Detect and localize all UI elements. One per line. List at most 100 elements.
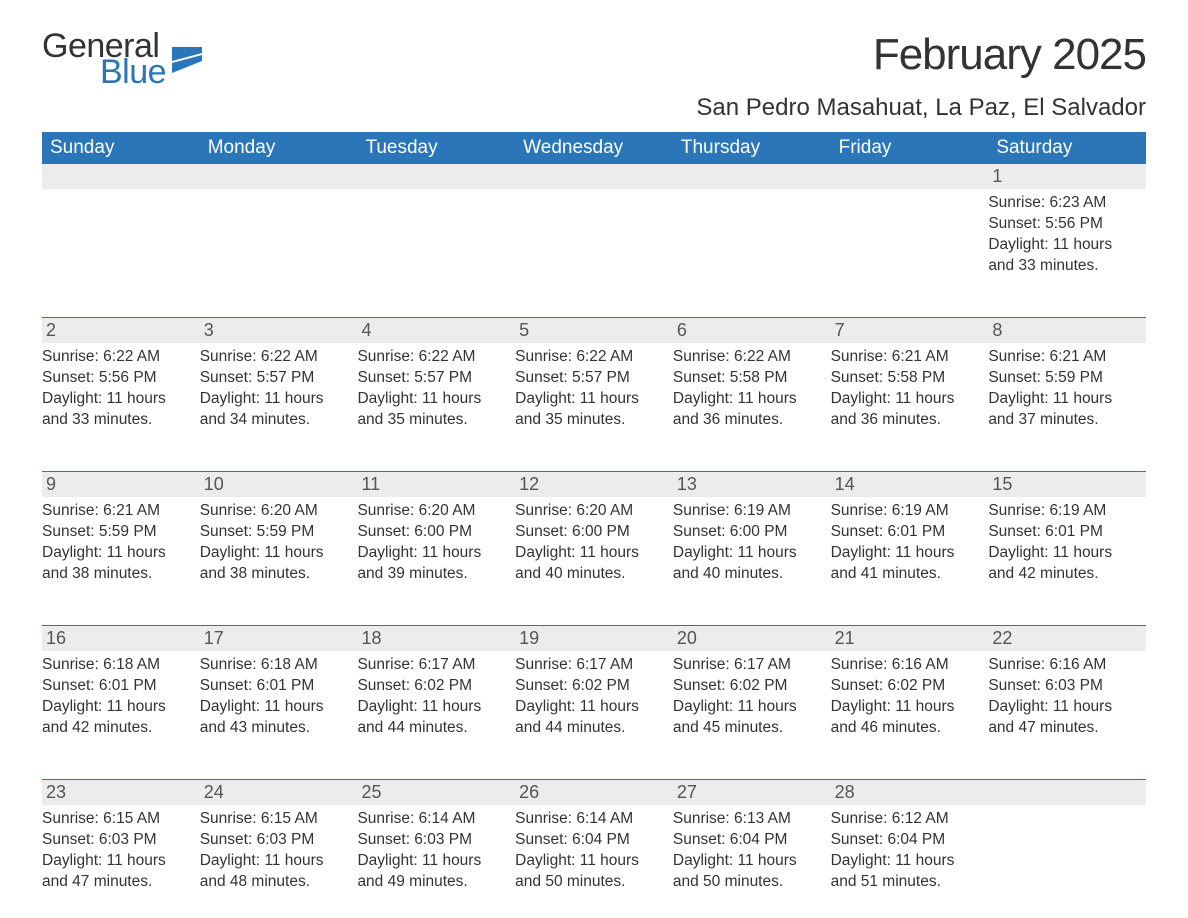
- day-sunrise: Sunrise: 6:22 AM: [357, 347, 511, 368]
- day-cell: Sunrise: 6:20 AMSunset: 5:59 PMDaylight:…: [200, 497, 358, 597]
- day-daylight2: and 50 minutes.: [673, 872, 827, 893]
- day-number: 21: [831, 626, 989, 651]
- day-cell: Sunrise: 6:21 AMSunset: 5:59 PMDaylight:…: [988, 343, 1146, 443]
- day-cell: Sunrise: 6:12 AMSunset: 6:04 PMDaylight:…: [831, 805, 989, 905]
- day-cell: Sunrise: 6:17 AMSunset: 6:02 PMDaylight:…: [515, 651, 673, 751]
- logo-text: General Blue: [42, 30, 166, 89]
- day-sunrise: Sunrise: 6:21 AM: [831, 347, 985, 368]
- day-number: 28: [831, 780, 989, 805]
- day-body: Sunrise: 6:15 AMSunset: 6:03 PMDaylight:…: [42, 805, 200, 893]
- day-number: 22: [988, 626, 1146, 651]
- day-sunset: Sunset: 6:03 PM: [200, 830, 354, 851]
- day-sunrise: Sunrise: 6:18 AM: [42, 655, 196, 676]
- day-sunrise: Sunrise: 6:16 AM: [988, 655, 1142, 676]
- day-sunset: Sunset: 6:02 PM: [515, 676, 669, 697]
- day-daylight1: Daylight: 11 hours: [988, 697, 1142, 718]
- day-body: [357, 189, 515, 193]
- day-body: Sunrise: 6:15 AMSunset: 6:03 PMDaylight:…: [200, 805, 358, 893]
- day-body: Sunrise: 6:21 AMSunset: 5:58 PMDaylight:…: [831, 343, 989, 431]
- day-sunset: Sunset: 6:01 PM: [988, 522, 1142, 543]
- day-daylight1: Daylight: 11 hours: [515, 697, 669, 718]
- day-cell: Sunrise: 6:17 AMSunset: 6:02 PMDaylight:…: [673, 651, 831, 751]
- day-sunset: Sunset: 6:04 PM: [673, 830, 827, 851]
- day-sunrise: Sunrise: 6:16 AM: [831, 655, 985, 676]
- weekday-header-row: Sunday Monday Tuesday Wednesday Thursday…: [42, 132, 1146, 164]
- day-daylight1: Daylight: 11 hours: [831, 697, 985, 718]
- day-body: Sunrise: 6:13 AMSunset: 6:04 PMDaylight:…: [673, 805, 831, 893]
- day-sunrise: Sunrise: 6:22 AM: [42, 347, 196, 368]
- day-body: Sunrise: 6:22 AMSunset: 5:57 PMDaylight:…: [357, 343, 515, 431]
- day-cell: Sunrise: 6:16 AMSunset: 6:03 PMDaylight:…: [988, 651, 1146, 751]
- day-body: [673, 189, 831, 193]
- day-sunrise: Sunrise: 6:21 AM: [42, 501, 196, 522]
- day-daylight2: and 47 minutes.: [42, 872, 196, 893]
- day-daylight2: and 36 minutes.: [673, 410, 827, 431]
- day-body: Sunrise: 6:14 AMSunset: 6:03 PMDaylight:…: [357, 805, 515, 893]
- day-body: Sunrise: 6:19 AMSunset: 6:00 PMDaylight:…: [673, 497, 831, 585]
- day-number-row: 9101112131415: [42, 471, 1146, 497]
- day-daylight1: Daylight: 11 hours: [200, 543, 354, 564]
- day-number: 9: [42, 472, 200, 497]
- weekday-tuesday: Tuesday: [357, 132, 515, 164]
- day-cell: [515, 189, 673, 289]
- day-body: Sunrise: 6:20 AMSunset: 5:59 PMDaylight:…: [200, 497, 358, 585]
- day-cell: Sunrise: 6:13 AMSunset: 6:04 PMDaylight:…: [673, 805, 831, 905]
- day-daylight1: Daylight: 11 hours: [988, 235, 1142, 256]
- day-sunset: Sunset: 6:00 PM: [515, 522, 669, 543]
- day-sunrise: Sunrise: 6:22 AM: [673, 347, 827, 368]
- day-body: Sunrise: 6:18 AMSunset: 6:01 PMDaylight:…: [200, 651, 358, 739]
- week-body-row: Sunrise: 6:15 AMSunset: 6:03 PMDaylight:…: [42, 805, 1146, 905]
- day-cell: Sunrise: 6:22 AMSunset: 5:56 PMDaylight:…: [42, 343, 200, 443]
- day-daylight2: and 33 minutes.: [988, 256, 1142, 277]
- day-number: 16: [42, 626, 200, 651]
- weekday-monday: Monday: [200, 132, 358, 164]
- day-sunrise: Sunrise: 6:14 AM: [515, 809, 669, 830]
- weekday-sunday: Sunday: [42, 132, 200, 164]
- day-cell: Sunrise: 6:21 AMSunset: 5:58 PMDaylight:…: [831, 343, 989, 443]
- day-number-row: 2345678: [42, 317, 1146, 343]
- day-cell: Sunrise: 6:20 AMSunset: 6:00 PMDaylight:…: [357, 497, 515, 597]
- week-body-row: Sunrise: 6:18 AMSunset: 6:01 PM Daylight:…: [42, 651, 1146, 751]
- day-body: Sunrise: 6:20 AMSunset: 6:00 PMDaylight:…: [357, 497, 515, 585]
- day-number: [515, 164, 673, 189]
- day-cell: [831, 189, 989, 289]
- day-daylight2: and 37 minutes.: [988, 410, 1142, 431]
- day-daylight2: and 38 minutes.: [200, 564, 354, 585]
- day-cell: Sunrise: 6:23 AMSunset: 5:56 PMDaylight:…: [988, 189, 1146, 289]
- day-daylight1: Daylight: 11 hours: [357, 543, 511, 564]
- day-sunrise: Sunrise: 6:12 AM: [831, 809, 985, 830]
- day-sunset: Sunset: 6:01 PM: [200, 676, 354, 697]
- day-body: [200, 189, 358, 193]
- day-body: Sunrise: 6:19 AMSunset: 6:01 PMDaylight:…: [831, 497, 989, 585]
- day-sunset: Sunset: 6:03 PM: [357, 830, 511, 851]
- day-number: 27: [673, 780, 831, 805]
- day-sunset: Sunset: 6:02 PM: [831, 676, 985, 697]
- day-body: [831, 189, 989, 193]
- day-daylight2: and 49 minutes.: [357, 872, 511, 893]
- day-number-row: 1: [42, 164, 1146, 189]
- day-number: 19: [515, 626, 673, 651]
- day-cell: Sunrise: 6:21 AMSunset: 5:59 PMDaylight:…: [42, 497, 200, 597]
- day-body: Sunrise: 6:16 AMSunset: 6:03 PMDaylight:…: [988, 651, 1146, 739]
- day-body: Sunrise: 6:21 AMSunset: 5:59 PMDaylight:…: [42, 497, 200, 585]
- day-sunrise: Sunrise: 6:19 AM: [673, 501, 827, 522]
- day-daylight2: and 44 minutes.: [515, 718, 669, 739]
- day-cell: Sunrise: 6:22 AMSunset: 5:58 PMDaylight:…: [673, 343, 831, 443]
- day-cell: Sunrise: 6:19 AMSunset: 6:01 PMDaylight:…: [831, 497, 989, 597]
- day-number: 13: [673, 472, 831, 497]
- day-daylight2: and 35 minutes.: [357, 410, 511, 431]
- day-sunset: Sunset: 5:59 PM: [988, 368, 1142, 389]
- day-sunset: Sunset: 5:59 PM: [200, 522, 354, 543]
- day-body: [515, 189, 673, 193]
- day-sunset: Sunset: 5:56 PM: [988, 214, 1142, 235]
- day-sunset: Sunset: 6:02 PM: [357, 676, 511, 697]
- day-body: Sunrise: 6:23 AMSunset: 5:56 PMDaylight:…: [988, 189, 1146, 277]
- day-sunset: Sunset: 6:01 PM: [42, 676, 196, 697]
- logo-text-blue: Blue: [100, 56, 166, 88]
- day-daylight2: and 42 minutes.: [988, 564, 1142, 585]
- day-cell: Sunrise: 6:22 AMSunset: 5:57 PMDaylight:…: [357, 343, 515, 443]
- day-cell: Sunrise: 6:22 AMSunset: 5:57 PMDaylight:…: [200, 343, 358, 443]
- day-sunrise: Sunrise: 6:22 AM: [515, 347, 669, 368]
- day-sunset: Sunset: 6:02 PM: [673, 676, 827, 697]
- day-cell: [988, 805, 1146, 905]
